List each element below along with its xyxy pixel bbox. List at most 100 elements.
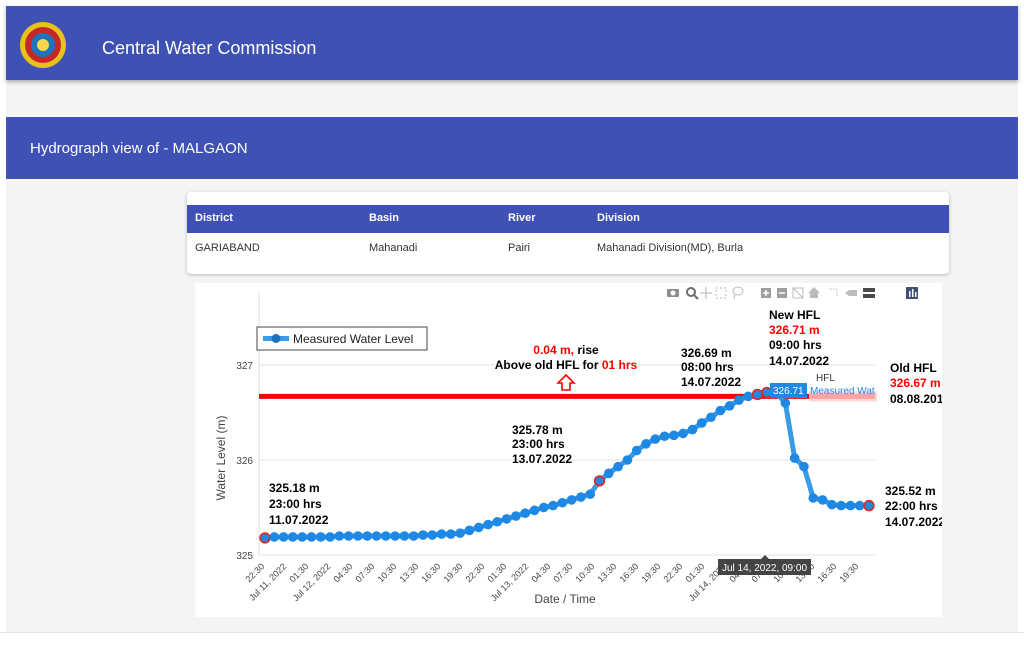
column-basin: Basin: [369, 212, 399, 224]
x-tick-label: 10:30: [573, 561, 596, 584]
data-point: [371, 531, 382, 541]
rise-annotation-line1: 0.04 m, rise: [533, 343, 599, 357]
pan-icon[interactable]: [700, 287, 712, 299]
data-point: [687, 424, 698, 435]
x-tick-label: 19:30: [639, 561, 662, 584]
autoscale-icon[interactable]: [792, 287, 804, 299]
y-tick-label: 327: [236, 361, 253, 372]
data-point: [836, 500, 846, 511]
data-point: [390, 531, 400, 541]
column-district: District: [195, 212, 233, 224]
end-value: 325.52 m: [885, 484, 936, 498]
data-point: [353, 531, 363, 541]
hydrograph-panel: 325 326 327 22:30 Jul 11, 2022 01:30 Jul 12, …: [195, 283, 950, 617]
x-tick-label: 07:30: [353, 561, 376, 584]
cell-district: GARIABAND: [195, 242, 260, 254]
x-tick-label: 04:30: [331, 561, 354, 584]
data-point: [269, 532, 280, 542]
data-point: [817, 495, 828, 505]
old-hfl-value: 326.67 m: [890, 376, 941, 390]
end-date: 14.07.2022: [885, 515, 942, 529]
x-tick-label: 13:30: [397, 561, 420, 584]
end-time: 22:00 hrs: [885, 499, 938, 513]
hover-value: 326.71: [773, 386, 804, 397]
page-title-bar: Hydrograph view of - MALGAON: [6, 117, 1018, 179]
lasso-icon[interactable]: [732, 286, 744, 300]
data-point: [669, 430, 679, 441]
old-hfl-date: 08.08.2019: [890, 392, 942, 406]
data-point: [538, 502, 549, 513]
data-point: [511, 511, 521, 521]
zoom-out-icon[interactable]: [777, 288, 787, 298]
box-select-icon[interactable]: [715, 287, 727, 299]
chart-legend[interactable]: Measured Water Level: [256, 326, 428, 351]
data-point: [325, 532, 335, 542]
data-point: [473, 522, 484, 533]
data-point: [566, 495, 577, 505]
hfl-hover-band: [809, 391, 877, 402]
data-point: [827, 499, 837, 510]
table-header: [187, 205, 949, 233]
data-point: [492, 516, 503, 527]
data-point: [297, 532, 307, 542]
data-point: [259, 532, 271, 544]
mid-date: 13.07.2022: [512, 452, 572, 466]
hover-compare-icon[interactable]: [863, 288, 875, 298]
data-point: [659, 431, 670, 442]
column-river: River: [508, 212, 536, 224]
data-point: [631, 445, 642, 456]
data-point: [696, 418, 707, 428]
data-point: [418, 530, 428, 540]
hover-tooltip: 326.71 Measured Wat Jul 14, 2022, 09:00: [718, 383, 875, 575]
data-point: [529, 505, 540, 516]
data-point: [715, 405, 726, 416]
new-hfl-date: 14.07.2022: [769, 354, 829, 368]
data-point: [548, 500, 558, 511]
hover-closest-icon[interactable]: [845, 290, 857, 296]
data-point: [808, 493, 819, 503]
x-tick-label: 13:30: [595, 561, 618, 584]
data-point: [585, 489, 596, 499]
data-point: [863, 499, 875, 512]
data-point: [604, 468, 614, 479]
start-time: 23:00 hrs: [269, 497, 322, 511]
reset-axes-icon[interactable]: [808, 287, 820, 298]
mid-value: 325.78 m: [512, 423, 563, 437]
y-tick-label: 326: [236, 456, 253, 467]
hover-x-label: Jul 14, 2022, 09:00: [722, 563, 808, 574]
data-point: [724, 401, 735, 411]
zoom-in-icon[interactable]: [761, 288, 771, 298]
cell-basin: Mahanadi: [369, 242, 418, 254]
data-point: [343, 531, 354, 541]
x-axis-title: Date / Time: [534, 592, 596, 606]
column-division: Division: [597, 212, 640, 224]
station-info-card: District Basin River Division GARIABAND …: [187, 192, 949, 274]
plotly-logo-icon[interactable]: [906, 287, 918, 299]
data-point: [334, 531, 345, 541]
data-point: [278, 532, 289, 542]
cwc-logo: [20, 22, 66, 68]
data-point: [288, 532, 298, 542]
data-point: [706, 412, 716, 423]
rise-arrow-icon: [556, 373, 576, 391]
zoom-icon[interactable]: [686, 287, 699, 300]
data-point: [362, 531, 373, 541]
data-point: [315, 532, 326, 542]
data-point: [464, 525, 475, 536]
x-tick-label: 22:30: [661, 561, 684, 584]
data-point: [743, 391, 753, 402]
chart-toolbar: [667, 286, 918, 300]
old-hfl-title: Old HFL: [890, 361, 937, 375]
grid: [259, 364, 875, 556]
cell-division: Mahanadi Division(MD), Burla: [597, 242, 744, 254]
camera-icon[interactable]: [667, 289, 679, 297]
data-point: [455, 528, 465, 538]
data-point: [557, 497, 568, 508]
data-point: [641, 439, 651, 449]
data-point: [613, 461, 623, 472]
spike-lines-icon[interactable]: [829, 288, 838, 297]
x-tick-label: 07:30: [551, 561, 574, 584]
data-point: [751, 388, 764, 401]
hfl-label: HFL: [816, 373, 835, 384]
